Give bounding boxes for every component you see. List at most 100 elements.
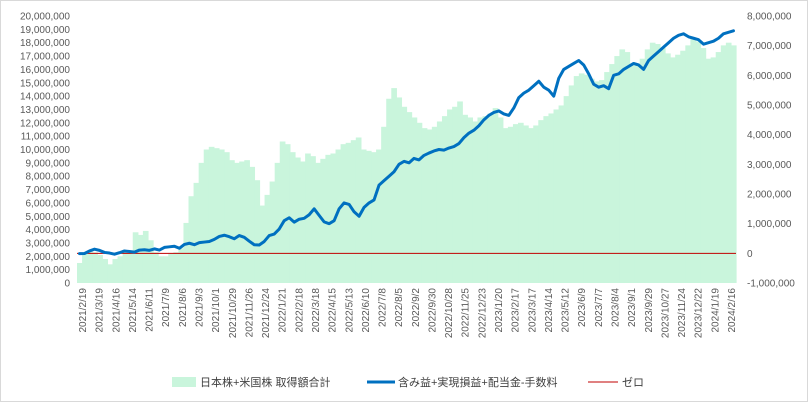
area-bar [335, 149, 342, 283]
right-tick-label: 6,000,000 [747, 71, 792, 82]
area-bar [305, 153, 311, 283]
area-bar [274, 162, 281, 283]
area-bar [452, 106, 458, 283]
x-tick-label: 2023/7/7 [594, 288, 605, 327]
area-bar [538, 120, 544, 283]
x-tick-label: 2021/2/19 [78, 288, 89, 333]
area-bar [528, 128, 534, 283]
area-bar [213, 148, 220, 283]
area-bar [730, 45, 737, 284]
x-tick-label: 2023/11/24 [677, 288, 688, 338]
left-tick-label: 13,000,000 [20, 105, 70, 116]
x-tick-label: 2022/3/18 [311, 288, 322, 333]
area-bar [568, 85, 575, 283]
left-tick-label: 19,000,000 [20, 25, 70, 36]
x-tick-label: 2023/9/29 [644, 288, 655, 333]
area-bar [142, 230, 149, 283]
area-bar [634, 65, 641, 284]
left-tick-label: 18,000,000 [20, 38, 70, 49]
x-tick-label: 2022/9/30 [427, 288, 438, 333]
x-tick-label: 2023/2/17 [511, 288, 522, 333]
area-bar [310, 156, 316, 283]
area-bar [665, 53, 671, 283]
area-bar [158, 256, 164, 283]
right-tick-label: 2,000,000 [747, 190, 792, 201]
area-bar [254, 180, 261, 283]
area-bar [715, 52, 722, 283]
area-bar [462, 114, 468, 283]
x-tick-label: 2022/9/2 [411, 288, 422, 327]
x-tick-label: 2021/10/1 [211, 288, 222, 333]
right-tick-label: 5,000,000 [747, 101, 792, 112]
area-bar [695, 41, 702, 283]
area-bar [583, 74, 590, 284]
area-bar [533, 125, 539, 283]
area-bar [300, 161, 306, 283]
area-bar [497, 117, 504, 284]
left-tick-label: 10,000,000 [20, 145, 70, 156]
area-bar [77, 262, 83, 283]
area-bar [492, 108, 499, 283]
area-bar [289, 152, 296, 283]
legend-label-zero: ゼロ [622, 376, 644, 389]
area-bar [685, 45, 691, 284]
area-bar [360, 149, 367, 283]
area-bar [690, 38, 697, 283]
right-tick-label: 1,000,000 [747, 219, 792, 230]
x-tick-label: 2022/7/8 [378, 288, 389, 327]
area-bar [163, 256, 169, 283]
x-tick-label: 2023/5/12 [561, 288, 572, 333]
area-bar [269, 181, 276, 283]
left-tick-label: 6,000,000 [26, 198, 71, 209]
area-bar [639, 58, 646, 283]
area-bar [97, 254, 103, 283]
x-tick-label: 2022/4/15 [328, 288, 339, 333]
left-tick-label: 7,000,000 [26, 185, 71, 196]
area-bar [659, 48, 666, 283]
area-bar [649, 42, 656, 284]
right-axis: -1,000,000 0 1,000,000 2,000,000 3,000,000 4,… [747, 12, 795, 290]
area-bar [654, 44, 661, 283]
area-bar [609, 64, 615, 283]
left-tick-label: 5,000,000 [26, 212, 71, 223]
left-tick-label: 2,000,000 [26, 252, 71, 263]
area-bar [239, 161, 245, 283]
area-bar [502, 128, 509, 283]
area-bar [431, 126, 438, 283]
left-tick-label: 16,000,000 [20, 65, 70, 76]
area-bar [330, 153, 337, 283]
area-bar [578, 73, 585, 283]
area-bar [482, 116, 489, 284]
legend: 日本株+米国株 取得額合計 含み益+実現損益+配当金-手数料 ゼロ [172, 375, 644, 389]
x-tick-label: 2022/5/13 [344, 288, 355, 333]
left-tick-label: 3,000,000 [26, 238, 71, 249]
x-tick-label: 2023/9/1 [627, 288, 638, 327]
area-bar [82, 253, 88, 283]
area-bar [355, 137, 362, 283]
area-bar [117, 256, 124, 283]
area-bar [284, 144, 291, 283]
left-tick-label: 9,000,000 [26, 158, 71, 169]
x-tick-label: 2022/10/28 [444, 288, 455, 338]
x-tick-label: 2021/6/11 [145, 288, 156, 332]
area-bar [153, 252, 159, 283]
x-tick-label: 2023/6/9 [577, 288, 588, 327]
area-bar [365, 150, 372, 283]
legend-label-line: 含み益+実現損益+配当金-手数料 [398, 375, 558, 389]
area-bar [563, 96, 570, 283]
area-bar [391, 88, 397, 283]
right-tick-label: 4,000,000 [747, 130, 792, 141]
x-tick-label: 2024/2/16 [727, 288, 738, 333]
area-bar [244, 160, 250, 283]
area-bar [512, 124, 519, 283]
area-bar [92, 252, 98, 283]
area-bar [680, 50, 686, 284]
area-bar [447, 109, 453, 283]
area-bar [441, 116, 448, 284]
area-bar [401, 106, 408, 283]
x-tick-label: 2023/1/20 [494, 288, 505, 333]
area-bar [193, 182, 200, 284]
area-bar [411, 117, 418, 284]
